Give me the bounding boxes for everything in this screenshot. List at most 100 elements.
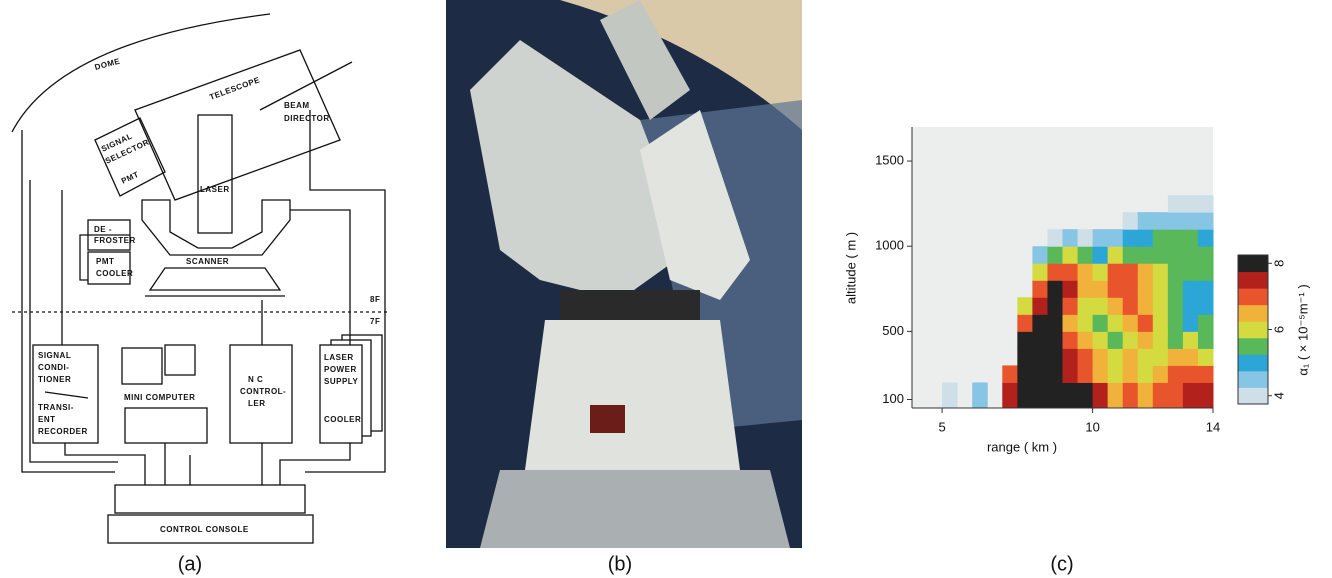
heat-cell: [1198, 382, 1214, 408]
label: BEAM: [284, 101, 310, 110]
heat-cell: [1032, 314, 1048, 332]
heat-cell: [1047, 229, 1063, 247]
heat-cell: [1063, 314, 1079, 332]
heat-cell: [1108, 365, 1124, 383]
label: SCANNER: [186, 257, 229, 266]
heat-cell: [1198, 229, 1214, 247]
heat-cell: [1017, 314, 1033, 332]
label: LASER: [324, 353, 354, 362]
base: [480, 470, 790, 548]
heat-cell: [1168, 246, 1184, 264]
label: ENT: [38, 415, 56, 424]
heat-cell: [972, 382, 988, 408]
heat-cell: [1123, 348, 1139, 366]
heat-cell: [1198, 331, 1214, 349]
heat-cell: [1047, 280, 1063, 298]
heat-cell: [1017, 382, 1033, 408]
heat-cell: [1123, 297, 1139, 315]
heat-cell: [1078, 365, 1094, 383]
heat-cell: [1183, 348, 1199, 366]
heat-cell: [1047, 365, 1063, 383]
heat-cell: [1063, 348, 1079, 366]
label: 7F: [370, 317, 380, 326]
heat-cell: [1123, 229, 1139, 247]
computer-monitor: [122, 348, 162, 384]
heat-cell: [1153, 297, 1169, 315]
caption: (c): [1050, 553, 1073, 575]
heat-cell: [1153, 212, 1169, 230]
x-axis-label: range ( km ): [987, 439, 1057, 454]
heat-cell: [1138, 229, 1154, 247]
heat-cell: [1198, 195, 1214, 213]
label: TIONER: [38, 375, 71, 384]
computer-body: [125, 408, 207, 443]
heat-cell: [1063, 331, 1079, 349]
heat-cell: [1168, 314, 1184, 332]
heat-cell: [1153, 229, 1169, 247]
heat-cell: [1078, 348, 1094, 366]
label: PMT: [96, 257, 114, 266]
heat-cell: [1047, 246, 1063, 264]
label: MINI COMPUTER: [124, 393, 195, 402]
telescope-photo: [446, 0, 802, 548]
heat-cell: [1183, 246, 1199, 264]
heat-cell: [1047, 314, 1063, 332]
heat-cell: [1093, 263, 1109, 281]
label: PMT: [120, 170, 140, 186]
heat-cell: [1123, 263, 1139, 281]
heat-cell: [1198, 212, 1214, 230]
colorbar-swatch: [1238, 305, 1268, 322]
y-tick-label: 1000: [875, 238, 904, 253]
heat-cell: [1108, 297, 1124, 315]
heat-cell: [1017, 331, 1033, 349]
heat-cell: [1183, 382, 1199, 408]
heat-cell: [1183, 365, 1199, 383]
heat-cell: [1168, 212, 1184, 230]
heat-cell: [1063, 263, 1079, 281]
heat-cell: [1017, 365, 1033, 383]
heat-cell: [1138, 246, 1154, 264]
heat-cell: [1138, 382, 1154, 408]
heat-cell: [1153, 348, 1169, 366]
heat-cell: [1032, 348, 1048, 366]
label: CONTROL-: [240, 387, 286, 396]
heat-cell: [1198, 263, 1214, 281]
label: COOLER: [324, 415, 361, 424]
figure: DOME TELESCOPE BEAM DIRECTOR SIGNAL SELE…: [0, 0, 1332, 578]
heat-cell: [1032, 297, 1048, 315]
heat-cell: [1093, 229, 1109, 247]
heat-cell: [1108, 331, 1124, 349]
heat-cell: [1123, 212, 1139, 230]
heat-cell: [1198, 297, 1214, 315]
heat-cell: [1078, 229, 1094, 247]
colorbar-swatch: [1238, 272, 1268, 289]
label: CONTROL CONSOLE: [160, 525, 249, 534]
console-top: [115, 485, 305, 513]
heat-cell: [1063, 365, 1079, 383]
heat-cell: [1153, 263, 1169, 281]
heat-cell: [1063, 280, 1079, 298]
colorbar-swatch: [1238, 321, 1268, 338]
heat-cell: [1032, 263, 1048, 281]
heat-cell: [1078, 314, 1094, 332]
heat-cell: [1123, 280, 1139, 298]
label: LASER: [200, 185, 230, 194]
heat-cell: [1123, 246, 1139, 264]
heat-cell: [1123, 314, 1139, 332]
heat-cell: [1078, 280, 1094, 298]
heat-cell: [1138, 263, 1154, 281]
heat-cell: [1093, 348, 1109, 366]
heat-cell: [1168, 382, 1184, 408]
heat-cell: [1183, 331, 1199, 349]
heat-cell: [1168, 297, 1184, 315]
heat-cell: [1183, 280, 1199, 298]
heat-cell: [1108, 382, 1124, 408]
label: 8F: [370, 295, 380, 304]
label: POWER: [324, 365, 357, 374]
colorbar-swatch: [1238, 288, 1268, 305]
label: RECORDER: [38, 427, 88, 436]
heat-cell: [1108, 348, 1124, 366]
heat-cell: [1123, 331, 1139, 349]
heat-cell: [1138, 331, 1154, 349]
heat-cell: [942, 382, 958, 408]
